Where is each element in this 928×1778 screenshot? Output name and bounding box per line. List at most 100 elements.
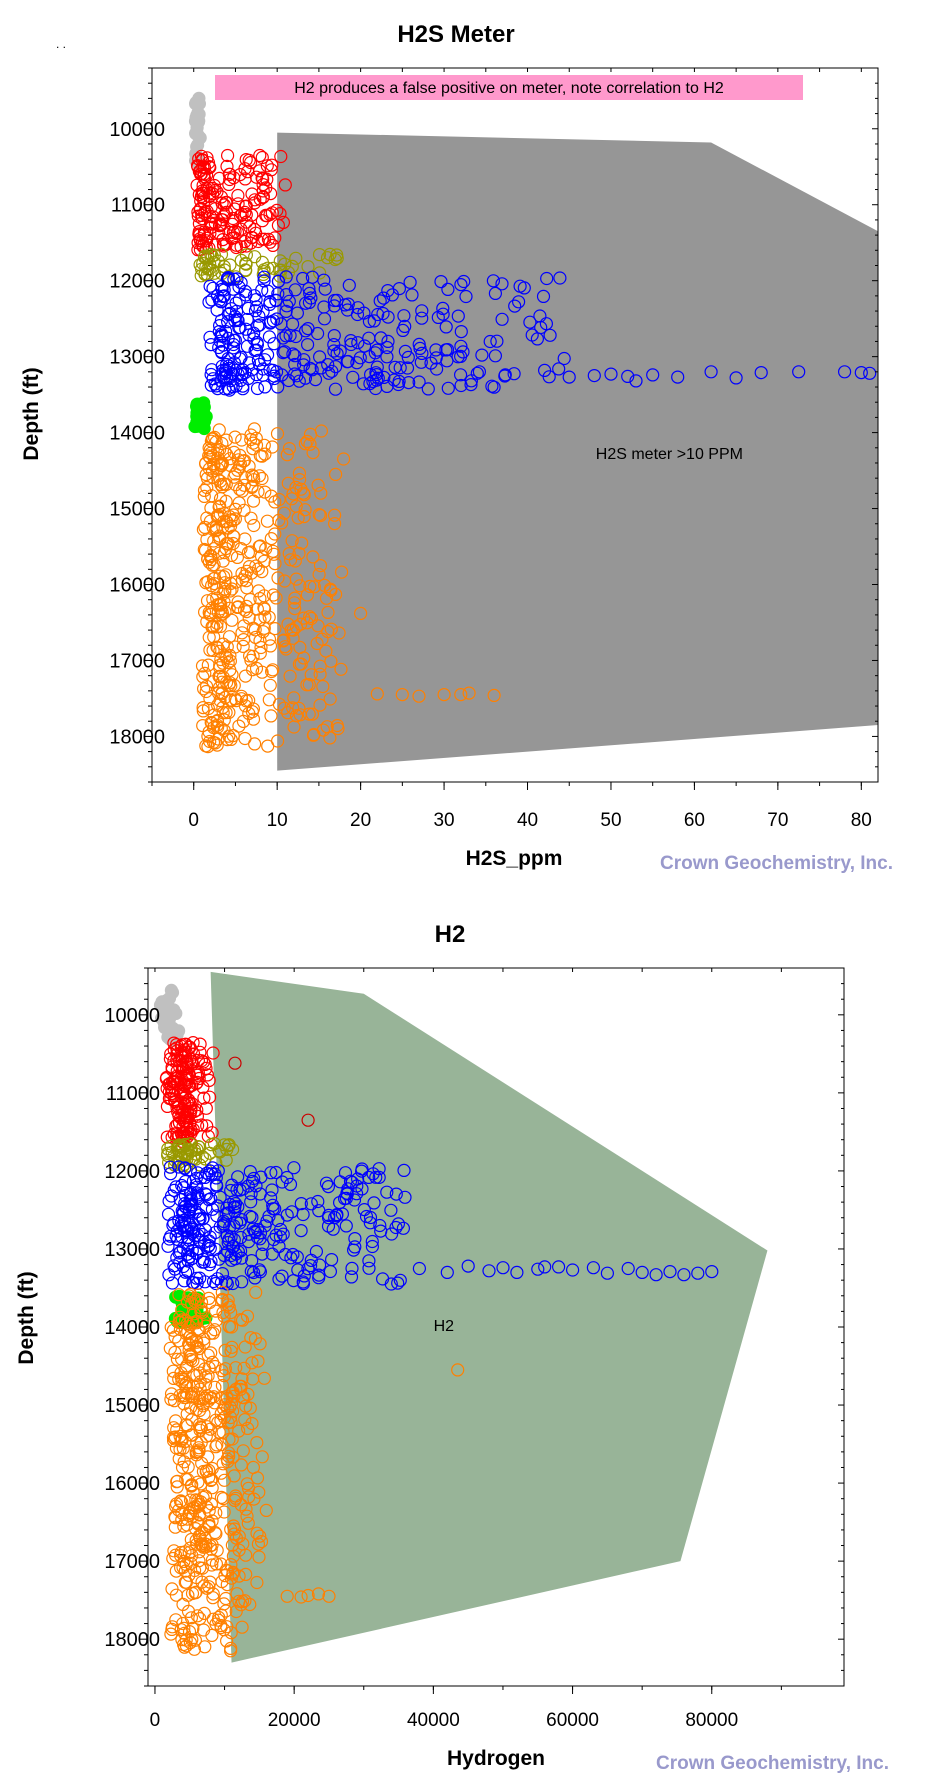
h2-point — [266, 1198, 280, 1212]
h2-point — [254, 1534, 269, 1549]
h2s-point — [213, 474, 227, 488]
h2s-point — [302, 677, 316, 692]
h2-point — [333, 1175, 347, 1189]
h2s-point — [214, 344, 229, 359]
h2s-point — [226, 337, 240, 352]
h2-outlier-point — [259, 1503, 273, 1518]
h2-point — [170, 1480, 184, 1494]
h2-point — [211, 1199, 225, 1213]
h2s-point — [253, 164, 267, 178]
h2s-point — [221, 655, 235, 670]
h2-point — [170, 1352, 184, 1366]
h2s-point — [224, 459, 238, 473]
h2s-point — [196, 700, 210, 715]
h2-point — [224, 1641, 238, 1656]
h2s-point — [207, 630, 221, 644]
h2-point — [232, 1424, 246, 1438]
h2-point — [245, 1356, 259, 1370]
h2-point — [193, 1271, 207, 1285]
h2s-point — [232, 496, 246, 510]
h2-point — [175, 1141, 190, 1155]
h2s-point — [240, 564, 254, 578]
h2s-x-tick-label: 70 — [767, 810, 788, 831]
h2s-point — [199, 684, 213, 699]
h2s-point — [238, 263, 253, 277]
h2-point — [214, 1466, 228, 1480]
h2s-outlier-point — [704, 365, 718, 379]
h2-point — [373, 1218, 387, 1233]
h2s-point — [213, 443, 227, 457]
h2s-point — [230, 225, 245, 239]
h2s-point — [269, 294, 283, 308]
h2-point — [248, 1224, 262, 1239]
h2-point — [243, 1401, 257, 1415]
h2s-point — [327, 299, 341, 313]
h2s-point — [220, 732, 234, 747]
h2-point — [214, 1276, 228, 1290]
h2-point — [169, 1441, 183, 1455]
h2s-y-tick-label: 17000 — [109, 650, 165, 672]
h2s-point — [231, 197, 245, 211]
h2s-point — [200, 594, 215, 608]
h2s-point — [194, 189, 208, 203]
h2s-y-tick-label: 13000 — [109, 347, 165, 369]
h2s-point — [293, 640, 307, 655]
h2-point — [234, 1230, 248, 1245]
h2s-point — [327, 329, 341, 343]
h2s-point — [319, 644, 333, 658]
h2-point — [264, 1191, 278, 1205]
h2s-point — [198, 543, 213, 557]
h2-point — [172, 1334, 186, 1348]
h2-point — [199, 1188, 214, 1202]
h2-point — [214, 1557, 228, 1571]
h2s-point — [281, 706, 295, 720]
h2s-point — [235, 626, 249, 640]
h2-point — [272, 1272, 286, 1286]
h2s-meter-chart: 0 10 20 30 40 50 60 70 80 10000 11000 12000 13000 140… — [20, 21, 893, 874]
h2s-point — [195, 212, 209, 226]
h2s-point — [401, 350, 415, 364]
h2-point — [187, 1642, 201, 1656]
h2-point — [369, 1170, 383, 1184]
h2s-point — [238, 205, 252, 219]
h2-point — [170, 1064, 184, 1078]
h2-point — [170, 1475, 184, 1489]
h2s-point — [258, 380, 272, 394]
h2-point — [175, 1374, 189, 1389]
h2-point — [167, 1183, 181, 1198]
h2s-point — [441, 381, 455, 395]
h2s-outlier-point — [729, 371, 743, 385]
h2-point — [222, 1449, 236, 1463]
h2s-point — [222, 630, 237, 644]
h2s-point — [337, 452, 351, 466]
h2s-point — [342, 278, 356, 292]
h2-point — [175, 1352, 189, 1366]
h2s-point — [248, 623, 262, 637]
h2s-point — [328, 252, 342, 267]
h2s-point — [210, 738, 224, 752]
h2-point — [199, 1489, 213, 1503]
h2s-point — [287, 596, 302, 610]
h2s-point — [292, 546, 306, 561]
h2s-point — [297, 611, 311, 625]
h2s-point — [222, 167, 236, 181]
h2-point — [209, 1276, 223, 1291]
h2s-point — [276, 634, 290, 648]
h2-point — [174, 1047, 188, 1061]
h2s-point — [255, 150, 269, 165]
h2s-point — [194, 163, 208, 177]
h2s-x-tick-label: 20 — [350, 810, 371, 831]
h2-point — [221, 1293, 235, 1307]
h2s-point — [223, 258, 237, 272]
h2s-y-axis-label: Depth (ft) — [20, 367, 43, 460]
h2s-point — [412, 375, 426, 389]
h2-point — [258, 1219, 272, 1233]
h2s-point — [202, 441, 216, 455]
h2-point — [220, 1452, 234, 1466]
h2-point — [211, 1415, 225, 1429]
h2s-point — [238, 669, 253, 683]
h2s-point — [304, 611, 318, 626]
h2s-point — [208, 571, 222, 585]
h2-point — [206, 1587, 220, 1601]
